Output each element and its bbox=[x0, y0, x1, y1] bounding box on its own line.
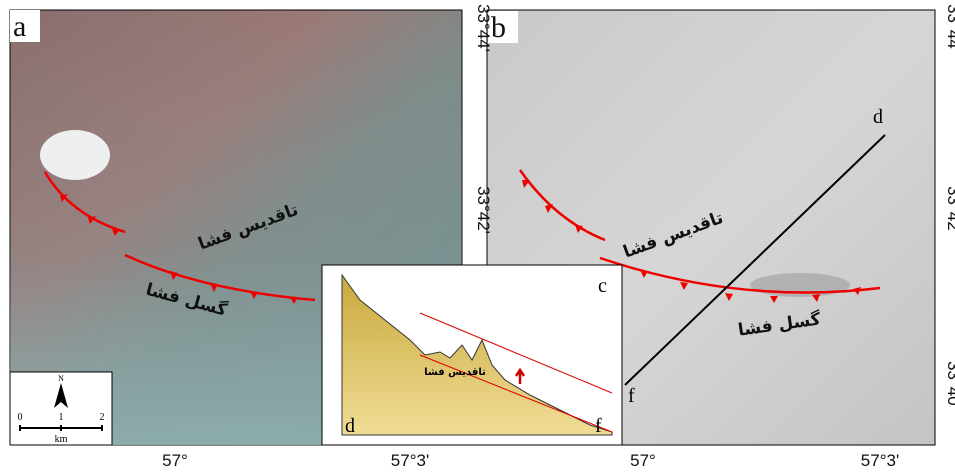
profile-end: f bbox=[595, 415, 602, 437]
profile-inset: c d f تاقدیس فشا bbox=[322, 265, 622, 445]
profile-start: d bbox=[873, 106, 883, 128]
scale-tick: 2 bbox=[100, 412, 105, 423]
scale-tick: 1 bbox=[59, 412, 64, 423]
lat-label: 33°42' bbox=[944, 186, 955, 234]
north-label: N bbox=[58, 374, 64, 383]
profile-end: f bbox=[628, 385, 635, 407]
lon-label: 57° bbox=[162, 451, 188, 470]
lon-label: 57°3' bbox=[861, 451, 899, 470]
fold-label: تاقدیس فشا bbox=[424, 367, 486, 378]
scale-bar: N 0 1 2 km bbox=[10, 372, 112, 445]
scale-unit: km bbox=[55, 434, 68, 445]
lat-label: 33°44' bbox=[474, 4, 493, 52]
profile-start: d bbox=[345, 415, 355, 437]
cloud bbox=[40, 130, 110, 180]
lat-label: 33°44' bbox=[944, 4, 955, 52]
lat-label: 33°42' bbox=[474, 186, 493, 234]
lat-label: 33°40' bbox=[944, 361, 955, 409]
figure: a تاقدیس فشا گسل فشا N 0 1 2 km b d f تا… bbox=[0, 0, 955, 473]
lon-label: 57°3' bbox=[391, 451, 429, 470]
profile-label: c bbox=[598, 275, 607, 297]
lon-label: 57° bbox=[630, 451, 656, 470]
panel-label: a bbox=[13, 10, 26, 43]
scale-tick: 0 bbox=[18, 412, 23, 423]
